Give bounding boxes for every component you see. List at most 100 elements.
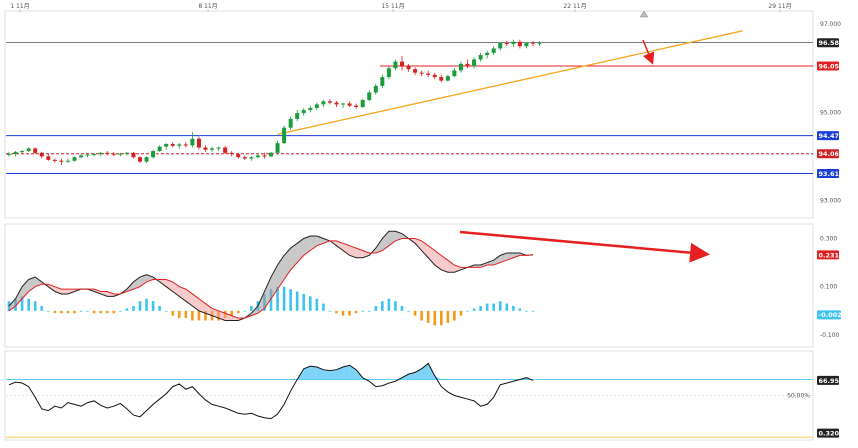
candle-body: [439, 77, 444, 81]
price-arrow-annotation: [642, 39, 655, 65]
macd-histogram-bar: [40, 306, 44, 311]
oscillator-line-badge-bg: [817, 375, 839, 385]
macd-histogram-bar: [361, 310, 364, 312]
price-candles: [7, 39, 542, 166]
macd-histogram-bar: [466, 310, 469, 312]
candle-body: [419, 72, 424, 74]
macd-fill-segment: [166, 279, 173, 292]
macd-histogram-bar: [531, 310, 535, 312]
candle-body: [327, 101, 332, 103]
macd-histogram-bar: [374, 306, 378, 311]
macd-histogram-bar: [33, 301, 37, 311]
price-tick-label: 97.000: [820, 21, 841, 28]
candle-body: [79, 155, 84, 158]
oscillator-level-badge-bg: [817, 428, 839, 438]
candle-body: [249, 157, 254, 159]
macd-line-badge-bg: [817, 250, 839, 260]
macd-histogram-bar: [164, 310, 168, 312]
macd-histogram-bar: [66, 310, 70, 314]
macd-fill-segment: [356, 248, 363, 258]
candle-body: [334, 102, 339, 105]
macd-fill-segment: [428, 245, 435, 265]
macd-fill-segment: [395, 231, 402, 241]
x-tick-label: 8 11月: [198, 3, 217, 10]
oscillator-line: [8, 362, 534, 420]
candle-body: [131, 152, 136, 158]
macd-hist-badge: -0.0021: [819, 311, 847, 319]
candle-body: [524, 42, 529, 47]
x-tick-label: 29 11月: [768, 3, 791, 10]
candle-body: [478, 55, 483, 60]
price-marker-badge-bg: [817, 38, 839, 48]
macd-histogram-bar: [138, 301, 142, 311]
price-marker-badge: 96.583: [819, 39, 844, 47]
macd-fill-segment: [487, 260, 494, 265]
macd-fill-segment: [303, 236, 311, 256]
macd-histogram-bar: [440, 310, 443, 326]
candle-body: [347, 103, 352, 106]
oscillator-fill-segment: [310, 366, 317, 380]
price-levels: [6, 42, 813, 175]
scroll-marker-icon[interactable]: [639, 10, 649, 18]
macd-fill-segment: [493, 255, 501, 265]
macd-fill-segment: [257, 291, 265, 314]
macd-histogram-bar: [446, 310, 450, 323]
macd-histogram-bar: [132, 306, 135, 311]
macd-fill-segment: [343, 243, 350, 256]
macd-fill-segment: [277, 255, 285, 290]
macd-fill-segment: [179, 286, 186, 302]
macd-panel-frame: [4, 223, 814, 348]
candle-body: [295, 113, 300, 119]
price-y-axis: 97.000 95.000 93.000 96.583 96.050 94.470 94.0…: [817, 21, 844, 204]
oscillator-fill-segment: [329, 369, 337, 380]
macd-histogram-bar: [236, 310, 240, 314]
macd-histogram-bar: [92, 310, 96, 314]
oscillator-fill-segment: [316, 367, 324, 380]
candle-body: [472, 59, 477, 67]
macd-fill-segment: [205, 303, 213, 316]
macd-histogram-bar: [498, 301, 502, 311]
candle-body: [105, 152, 110, 154]
macd-y-axis: 0.300 0.100 -0.100 0.2318 -0.0021: [817, 235, 847, 339]
candle-body: [118, 153, 123, 155]
candle-body: [262, 155, 267, 157]
macd-fill-segment: [336, 240, 344, 251]
macd-histogram-bar: [60, 310, 63, 314]
candle-body: [432, 74, 437, 78]
macd-histogram-bar: [197, 310, 201, 321]
macd-histogram-bar: [289, 289, 292, 311]
macd-histogram-bar: [309, 296, 312, 311]
macd-fill-segment: [375, 238, 383, 253]
macd-fill-segment: [271, 265, 278, 299]
macd-fill-segment: [61, 289, 68, 294]
level-badge-bg: [817, 131, 839, 141]
macd-histogram-bar: [381, 301, 384, 311]
oscillator-panel-frame: [4, 350, 814, 441]
macd-fill-segment: [415, 238, 422, 251]
level-badge-bg: [817, 149, 839, 159]
price-tick-label: 95.000: [820, 109, 841, 116]
candle-body: [190, 138, 195, 146]
candle-body: [144, 157, 149, 162]
candle-body: [157, 146, 162, 152]
macd-histogram-bar: [479, 306, 482, 311]
macd-fill-segment: [67, 289, 75, 294]
candle-body: [354, 105, 359, 108]
macd-histogram-bar: [230, 310, 233, 316]
candle-body: [33, 148, 38, 153]
candle-body: [52, 159, 57, 161]
level-badge-bg: [817, 169, 839, 179]
oscillator-tick-label: 50.00%: [787, 393, 810, 400]
candle-body: [170, 144, 175, 146]
macd-histogram-bar: [99, 310, 102, 314]
macd-fill-segment: [133, 277, 140, 290]
macd-histogram-bar: [485, 303, 489, 311]
macd-histogram-bar: [512, 306, 515, 311]
oscillator-fill-segment: [343, 365, 350, 380]
macd-fill-segment: [94, 289, 101, 294]
candle-body: [210, 148, 215, 150]
candle-body: [196, 138, 201, 148]
macd-histogram-bar: [73, 310, 76, 314]
macd-histogram-bar: [472, 308, 476, 311]
